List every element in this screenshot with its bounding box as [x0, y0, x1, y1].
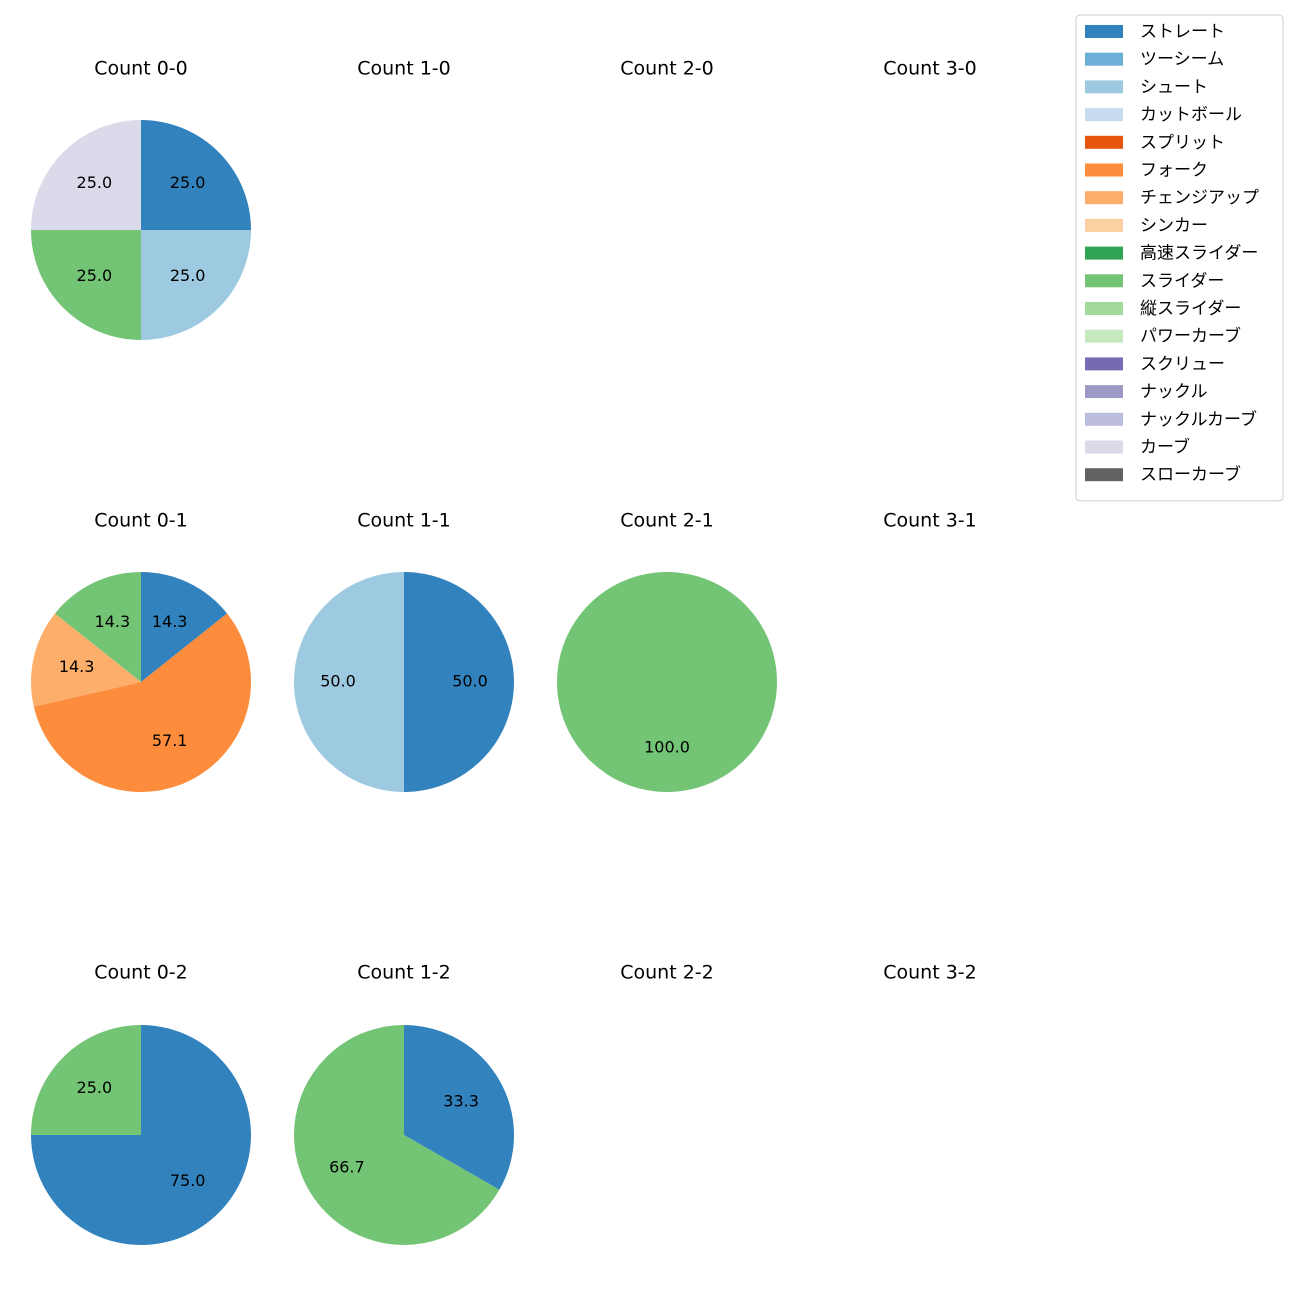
slice-label: 100.0 [644, 738, 690, 757]
panel-title: Count 1-2 [357, 962, 451, 984]
legend-label: パワーカーブ [1140, 326, 1241, 347]
panel-title: Count 0-2 [94, 962, 188, 984]
pie-panel: Count 3-0 [883, 58, 977, 80]
panel-title: Count 3-1 [883, 510, 977, 532]
panel-title: Count 3-2 [883, 962, 977, 984]
legend-label: ツーシーム [1140, 50, 1224, 70]
legend-label: ストレート [1140, 22, 1225, 42]
pie-panel: Count 2-0 [620, 58, 714, 80]
panel-title: Count 3-0 [883, 58, 977, 80]
slice-label: 14.3 [152, 612, 188, 631]
legend-label: カットボール [1140, 105, 1242, 125]
slice-label: 33.3 [443, 1091, 479, 1110]
pie-panel: Count 3-2 [883, 962, 977, 984]
legend-swatch [1085, 135, 1123, 149]
legend-label: フォーク [1140, 161, 1208, 181]
legend: ストレートツーシームシュートカットボールスプリットフォークチェンジアップシンカー… [1075, 14, 1284, 502]
pie-panel: Count 0-1 14.3 57.1 14.3 14.3 [30, 510, 251, 792]
slice-label: 57.1 [152, 731, 188, 750]
slice-label: 75.0 [170, 1171, 206, 1190]
legend-label: カーブ [1140, 437, 1190, 458]
pie-panel: Count 0-2 75.0 25.0 [31, 962, 251, 1245]
slice-label: 66.7 [329, 1158, 365, 1177]
slice-label: 14.3 [59, 657, 95, 676]
legend-swatch [1085, 412, 1123, 426]
legend-swatch [1085, 329, 1123, 343]
legend-label: 高速スライダー [1140, 244, 1258, 264]
legend-swatch [1085, 163, 1123, 177]
legend-label: ナックルカーブ [1140, 409, 1257, 430]
pie-slice [404, 572, 514, 792]
pie-slice [141, 572, 228, 682]
pie-slice [31, 230, 141, 340]
legend-swatch [1085, 218, 1123, 232]
legend-swatch [1085, 25, 1123, 38]
legend-label: シュート [1140, 77, 1208, 97]
panel-title: Count 2-2 [620, 962, 714, 984]
legend-frame [1075, 14, 1284, 502]
slice-label: 14.3 [95, 612, 131, 631]
legend-label: スローカーブ [1140, 464, 1241, 485]
legend-swatch [1085, 52, 1123, 66]
pie-panel: Count 1-0 [357, 58, 451, 80]
legend-label: チェンジアップ [1140, 188, 1259, 208]
panel-title: Count 1-0 [357, 58, 451, 80]
legend-swatch [1085, 357, 1123, 371]
pie-slice [33, 613, 251, 792]
pie-panel: Count 2-2 [620, 962, 714, 984]
legend-swatch [1085, 80, 1123, 94]
pie-panel: Count 0-0 25.0 25.0 25.0 25.0 [31, 58, 251, 340]
legend-swatch [1085, 468, 1123, 482]
pie-slice [294, 572, 404, 792]
pie-slice [31, 120, 141, 230]
panel-title: Count 1-1 [357, 510, 451, 532]
legend-label: シンカー [1140, 216, 1208, 236]
legend-label: スクリュー [1140, 354, 1225, 374]
legend-label: 縦スライダー [1140, 299, 1241, 319]
legend-label: スプリット [1140, 133, 1225, 153]
legend-swatch [1085, 274, 1123, 288]
legend-label: ナックル [1140, 382, 1208, 402]
legend-swatch [1085, 302, 1123, 315]
pie-panel: Count 1-2 33.3 66.7 [293, 962, 514, 1245]
pie-slice [31, 1025, 141, 1135]
legend-swatch [1085, 440, 1123, 454]
pie-slice [141, 230, 251, 340]
panel-title: Count 0-0 [94, 58, 188, 80]
slice-label: 50.0 [452, 672, 488, 691]
pie-slice [30, 613, 141, 707]
panel-title: Count 2-0 [620, 58, 714, 80]
panel-title: Count 2-1 [620, 510, 714, 532]
slice-label: 25.0 [77, 266, 113, 285]
slice-label: 25.0 [170, 173, 206, 192]
panel-title: Count 0-1 [94, 510, 188, 532]
pie-slice [54, 572, 141, 682]
legend-swatch [1085, 246, 1123, 260]
legend-label: スライダー [1140, 271, 1224, 291]
pie-panel: Count 2-1 100.0 [557, 510, 777, 792]
pie-panel: Count 3-1 [883, 510, 977, 532]
pie-panel: Count 1-1 50.0 50.0 [294, 510, 514, 792]
pie-slice [404, 1025, 514, 1190]
slice-label: 25.0 [77, 1078, 113, 1097]
pie-slice [141, 120, 251, 230]
pie-slice [557, 572, 777, 792]
legend-swatch [1085, 191, 1123, 205]
slice-label: 50.0 [320, 672, 356, 691]
slice-label: 25.0 [170, 266, 206, 285]
slice-label: 25.0 [77, 173, 113, 192]
pie-slice [293, 1025, 500, 1245]
legend-swatch [1085, 385, 1123, 399]
legend-swatch [1085, 108, 1123, 122]
